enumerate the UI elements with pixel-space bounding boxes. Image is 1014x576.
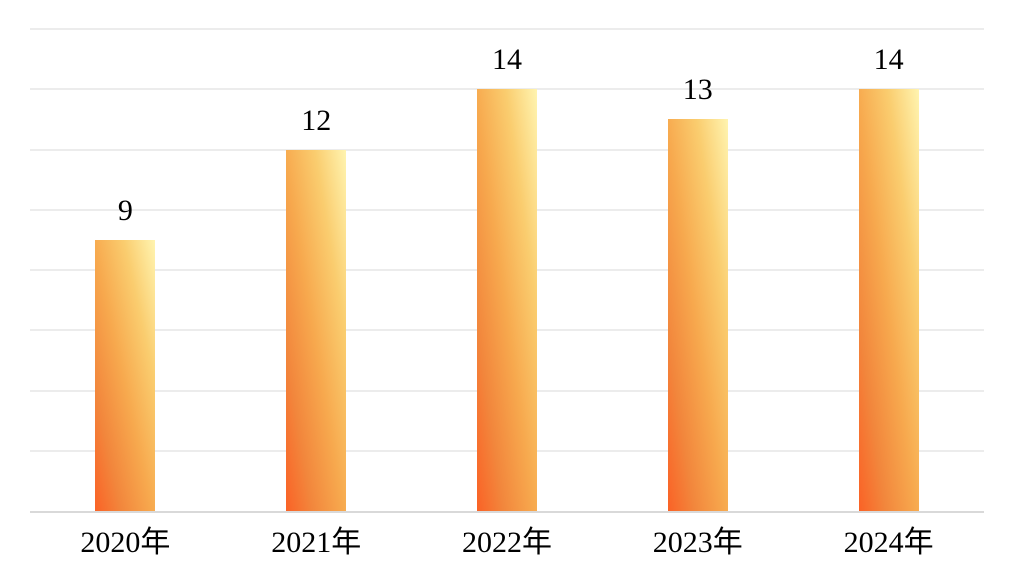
x-axis-label: 2022年: [461, 526, 552, 559]
bar-value-label: 12: [301, 103, 332, 137]
x-axis: 2020年 2021年 2022年 2023年 2024年: [30, 515, 984, 561]
bar: [95, 239, 156, 511]
bar-group: 12: [221, 103, 412, 511]
bar-group: 9: [30, 194, 221, 511]
bar-value-label: 9: [117, 193, 133, 227]
bar-value-label: 14: [873, 43, 904, 77]
bar-group: 14: [793, 43, 984, 511]
bar: [667, 119, 728, 511]
bar-series: 9 12 14 13 14: [30, 29, 984, 511]
bar-value-label: 14: [491, 43, 522, 77]
bar: [476, 89, 537, 511]
bar: [858, 89, 919, 511]
plot-area: 9 12 14 13 14: [30, 28, 984, 513]
bar: [286, 149, 347, 511]
bar-group: 14: [412, 43, 603, 511]
x-axis-label: 2021年: [271, 526, 362, 559]
bar-group: 13: [602, 73, 793, 511]
gridline: [30, 28, 984, 30]
bar-value-label: 13: [682, 73, 713, 107]
x-axis-label: 2023年: [652, 526, 743, 559]
x-axis-label: 2020年: [80, 526, 171, 559]
x-axis-label: 2024年: [843, 526, 934, 559]
